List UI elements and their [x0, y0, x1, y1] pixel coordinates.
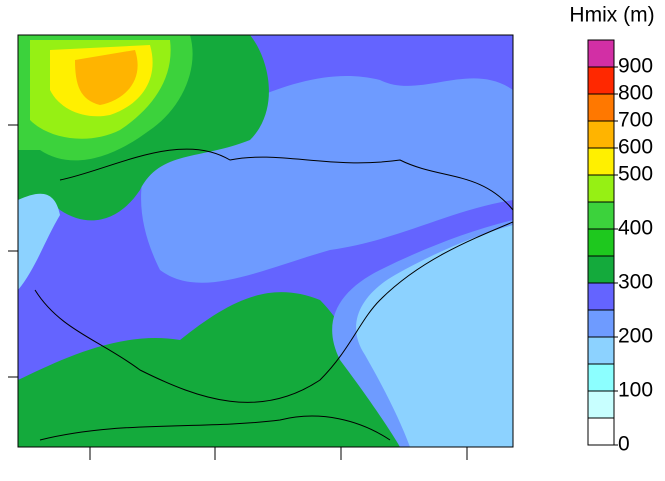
field-region: [75, 50, 138, 105]
colorbar-label: 800: [618, 82, 653, 105]
map-frame: [17, 34, 514, 448]
colorbar-segment: [587, 390, 615, 419]
colorbar-title: Hmix (m): [569, 4, 654, 27]
colorbar: 0 100 200 300 400 500 600 700 800 900: [587, 39, 653, 456]
colorbar-segment: [587, 309, 615, 338]
colorbar-segment: [587, 255, 615, 284]
colorbar-label: 0: [618, 433, 630, 456]
frame-ticks: [8, 124, 468, 460]
colorbar-segment: [587, 93, 615, 122]
colorbar-label: 300: [618, 271, 653, 294]
colorbar-segment: [587, 417, 615, 446]
colorbar-label: 400: [618, 217, 653, 240]
map-field: [18, 35, 513, 447]
colorbar-segment: [587, 282, 615, 311]
colorbar-segment: [587, 120, 615, 149]
colorbar-segment: [587, 201, 615, 230]
colorbar-label: 100: [618, 379, 653, 402]
boundary-line: [34, 148, 513, 441]
field-region: [18, 193, 60, 290]
field-region: [18, 292, 400, 447]
colorbar-label: 900: [618, 55, 653, 78]
colorbar-segment: [587, 39, 615, 68]
colorbar-label: 600: [618, 136, 653, 159]
colorbar-segment: [587, 147, 615, 176]
colorbar-label: 500: [618, 163, 653, 186]
colorbar-segment: [587, 174, 615, 203]
colorbar-segment: [587, 66, 615, 95]
colorbar-segment: [587, 228, 615, 257]
colorbar-label: 700: [618, 109, 653, 132]
colorbar-label: 200: [618, 325, 653, 348]
colorbar-segment: [587, 336, 615, 365]
field-region: [356, 225, 513, 447]
colorbar-segment: [587, 363, 615, 392]
